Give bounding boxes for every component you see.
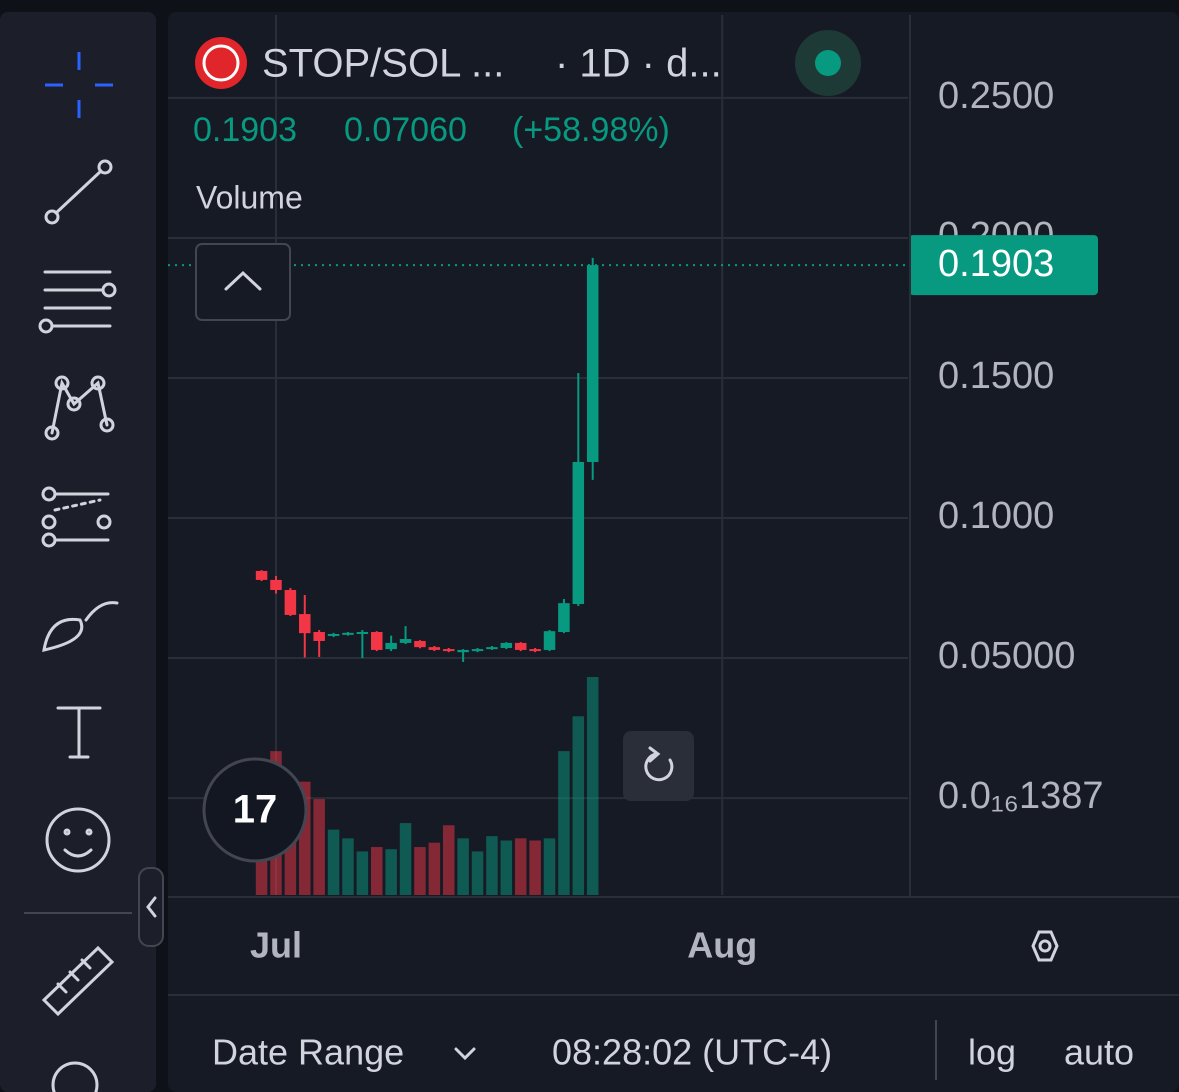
text-icon[interactable] — [56, 706, 102, 759]
candle-body — [586, 265, 599, 463]
last-price-tag-label: 0.1903 — [938, 243, 1054, 285]
volume-bar — [327, 829, 340, 895]
volume-bar — [342, 838, 354, 895]
tv-logo-mark: 17 — [233, 788, 278, 832]
brush-icon[interactable] — [42, 601, 119, 652]
candle-body — [572, 462, 585, 605]
volume-bar — [385, 849, 397, 895]
collapse-button[interactable] — [138, 867, 164, 947]
volume-bar — [442, 825, 455, 895]
reset-arrow — [648, 746, 661, 763]
last-price-tag — [909, 235, 1098, 296]
candle-body — [500, 642, 513, 648]
symbol[interactable]: STOP/SOL ... — [262, 42, 504, 86]
emoji-icon[interactable] — [45, 807, 111, 873]
volume-bar — [572, 716, 585, 895]
volume-bar — [428, 842, 441, 895]
auto-toggle[interactable]: auto — [1064, 1032, 1134, 1073]
date-range-chevron — [454, 1047, 476, 1061]
collapse-legend-button[interactable] — [195, 243, 291, 321]
y-tick-label: 0.1000 — [938, 495, 1054, 537]
candle-body — [370, 632, 383, 650]
candle-body — [414, 640, 426, 648]
candle-body — [270, 579, 282, 590]
candle-body — [342, 632, 354, 635]
candle-body — [284, 589, 297, 615]
ruler-icon[interactable] — [41, 945, 115, 1017]
volume-bar — [299, 781, 311, 895]
plot: JulAug0.25000.20000.15000.10000.050000.0… — [168, 15, 1104, 966]
candle-body — [471, 649, 484, 652]
crosshair-icon[interactable] — [45, 52, 113, 118]
fib-icon[interactable] — [38, 270, 117, 334]
candle-body — [442, 649, 455, 652]
candle-body — [558, 603, 570, 633]
chart-panel — [168, 12, 1179, 1092]
volume-bar — [356, 851, 369, 895]
volume-bar — [500, 840, 513, 895]
candle-body — [356, 632, 369, 635]
trend-line-icon[interactable] — [44, 159, 113, 225]
volume-bar — [514, 838, 527, 895]
zoom-icon[interactable] — [51, 1061, 99, 1092]
reset-button[interactable] — [623, 731, 694, 801]
candle-body — [457, 649, 469, 653]
x-tick-label: Jul — [250, 925, 302, 966]
settings-icon[interactable] — [1031, 930, 1059, 962]
candle-body — [299, 614, 311, 634]
volume-bar — [370, 847, 383, 895]
change: 0.07060 — [344, 111, 467, 149]
reset-icon — [644, 752, 674, 782]
volume-bar — [529, 840, 541, 895]
collapse-chevron — [146, 896, 157, 918]
indicator: Volume — [196, 179, 303, 215]
clock[interactable]: 08:28:02 (UTC-4) — [552, 1032, 832, 1073]
date-range[interactable]: Date Range — [212, 1032, 404, 1073]
log-toggle[interactable]: log — [968, 1032, 1016, 1073]
y-tick-label: 0.05000 — [938, 635, 1075, 677]
volume-bar — [313, 799, 325, 895]
volume-bar — [414, 847, 426, 895]
volume-bar — [558, 751, 570, 895]
toolbar — [0, 12, 156, 1092]
y-tick-label: 0.0₁₆1387 — [938, 775, 1104, 817]
candle-body — [385, 642, 397, 650]
tv-logo[interactable] — [202, 757, 308, 863]
y-tick-label: 0.2500 — [938, 75, 1054, 117]
candle-body — [428, 647, 441, 650]
volume-bar — [471, 851, 484, 895]
volume-bar — [486, 836, 498, 895]
forecast-icon[interactable] — [41, 486, 112, 548]
status-dot — [815, 50, 841, 76]
last-price: 0.1903 — [193, 111, 297, 149]
y-tick-label: 0.1500 — [938, 355, 1054, 397]
volume-bar — [457, 838, 469, 895]
change-pct: (+58.98%) — [512, 111, 670, 149]
candle-body — [529, 649, 541, 652]
symbol-logo-ring — [202, 44, 240, 82]
volume-bar — [543, 838, 556, 895]
pattern-icon[interactable] — [44, 375, 115, 441]
candle-body — [543, 631, 556, 650]
candle-body — [514, 642, 527, 650]
candle-body — [255, 570, 268, 580]
x-tick-label: Aug — [687, 925, 757, 966]
settings-icon-center — [1038, 939, 1052, 953]
candle-body — [399, 639, 412, 643]
volume-bar — [399, 823, 412, 895]
candle-body — [313, 632, 325, 641]
chevron-up — [224, 270, 262, 291]
candle-body — [486, 647, 498, 650]
volume-bar — [586, 677, 599, 895]
candle-body — [327, 633, 340, 636]
interval: · 1D · d... — [555, 42, 722, 86]
